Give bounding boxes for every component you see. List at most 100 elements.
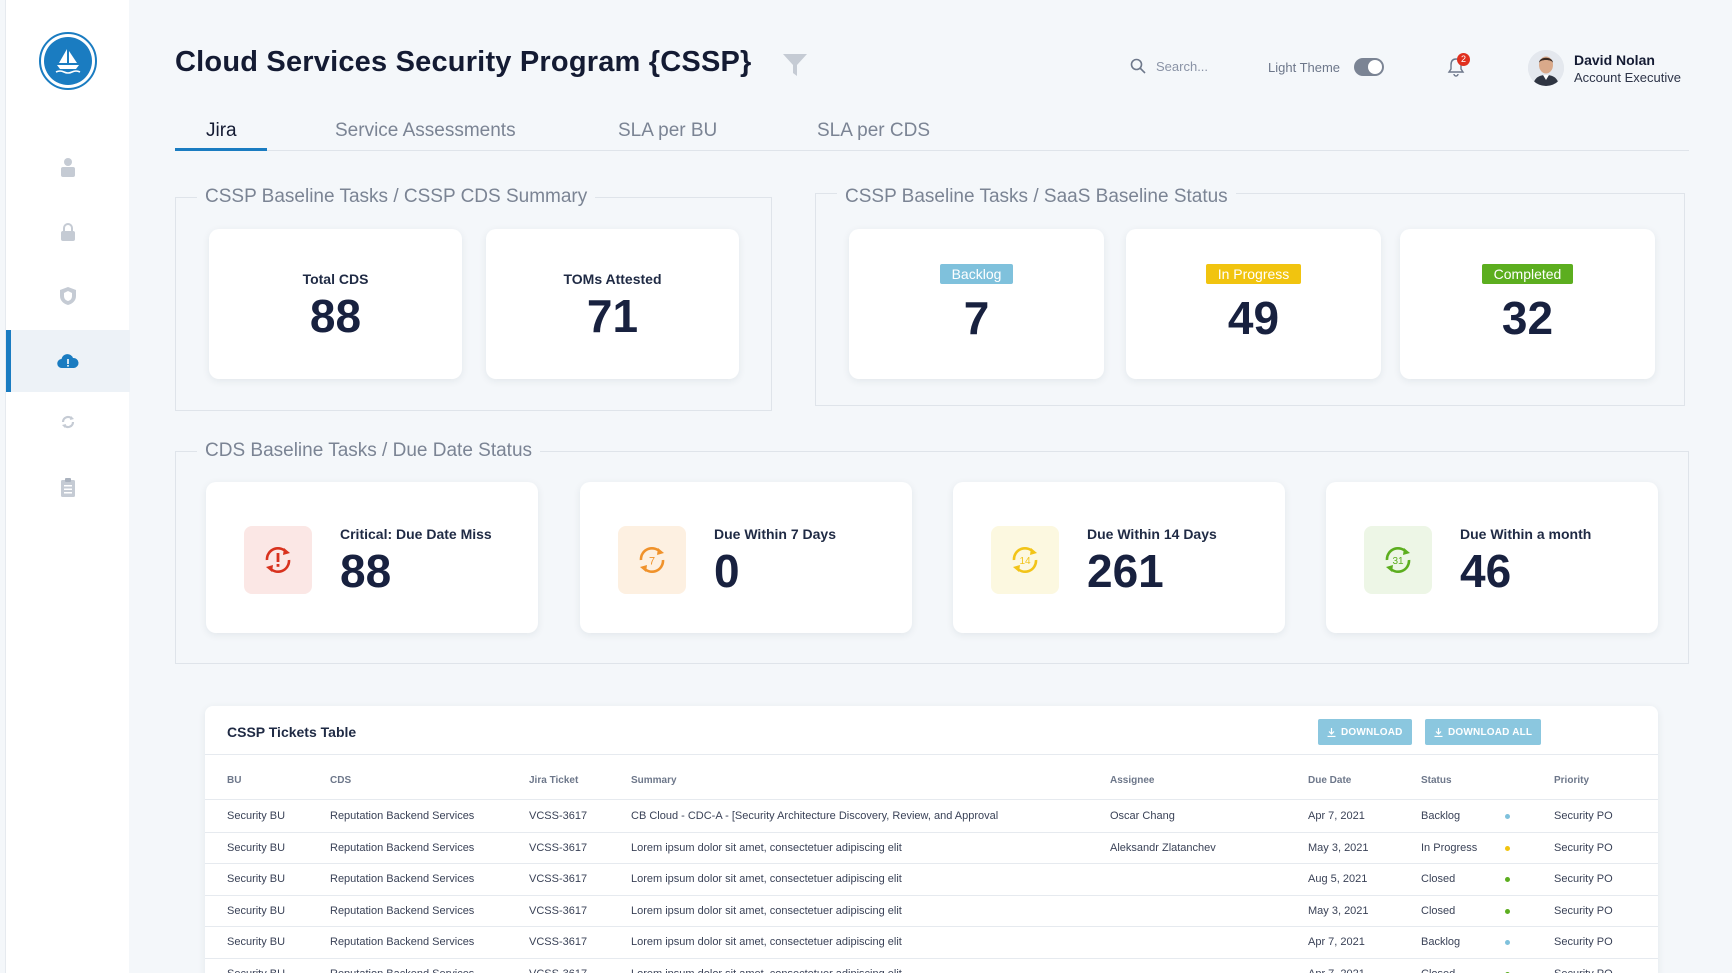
download-all-button[interactable]: DOWNLOAD ALL: [1425, 719, 1542, 745]
due-month-card[interactable]: 31 Due Within a month 46: [1326, 482, 1658, 633]
cell-bu: Security BU: [227, 841, 286, 854]
search-input[interactable]: [1156, 58, 1246, 74]
cell-cds: Reputation Backend Services: [330, 936, 475, 948]
column-header-priority[interactable]: Priority: [1554, 775, 1590, 786]
cell-status: Backlog: [1421, 810, 1461, 822]
table-row[interactable]: Security BU Reputation Backend Services VC…: [205, 927, 1658, 959]
due-14-days-card[interactable]: 14 Due Within 14 Days 261: [953, 482, 1285, 633]
sidebar-item-shield[interactable]: [6, 265, 130, 327]
lock-icon: [61, 223, 75, 241]
cell-bu: Security BU: [227, 936, 286, 948]
cell-summary: Lorem ipsum dolor sit amet, consectetuer…: [631, 841, 902, 854]
search-box[interactable]: [1130, 58, 1246, 74]
critical-due-card[interactable]: Critical: Due Date Miss 88: [206, 482, 538, 633]
cell-cds: Reputation Backend Services: [330, 873, 475, 885]
toms-attested-value: 71: [586, 290, 639, 342]
svg-text:7: 7: [649, 556, 655, 568]
sailboat-logo-icon: [44, 37, 92, 85]
cell-summary: CB Cloud - CDC-A - [Security Architectur…: [631, 810, 999, 822]
critical-due-value: 88: [340, 545, 392, 597]
completed-card[interactable]: Completed 32: [1400, 229, 1655, 379]
cell-due: Apr 7, 2021: [1308, 968, 1365, 973]
sync-icon: [61, 415, 75, 429]
notifications-button[interactable]: 2: [1447, 53, 1470, 82]
cell-bu: Security BU: [227, 904, 286, 917]
cell-ticket: VCSS-3617: [529, 936, 588, 948]
due-14-days-label: Due Within 14 Days: [1087, 526, 1217, 542]
sidebar-item-users[interactable]: [6, 136, 130, 198]
cell-ticket: VCSS-3617: [529, 810, 588, 822]
tab-sla-per-bu[interactable]: SLA per BU: [618, 120, 718, 141]
table-row[interactable]: Security BU Reputation Backend Services VC…: [205, 801, 1658, 833]
filter-icon[interactable]: [782, 52, 808, 83]
download-button[interactable]: DOWNLOAD: [1318, 719, 1412, 745]
total-cds-card[interactable]: Total CDS 88: [209, 229, 462, 379]
due-month-label: Due Within a month: [1460, 526, 1592, 542]
table-row[interactable]: Security BU Reputation Backend Services VC…: [205, 959, 1658, 973]
column-header-assignee[interactable]: Assignee: [1110, 775, 1155, 786]
total-cds-value: 88: [309, 290, 362, 342]
refresh-31-icon: 31: [1364, 526, 1432, 594]
clipboard-icon: [61, 478, 75, 497]
active-tab-indicator: [175, 148, 267, 151]
cell-assignee: Aleksandr Zlatanchev: [1110, 841, 1216, 854]
toms-attested-card[interactable]: TOMs Attested 71: [486, 229, 739, 379]
tab-jira[interactable]: Jira: [206, 120, 237, 141]
column-header-bu[interactable]: BU: [227, 775, 242, 786]
backlog-card[interactable]: Backlog 7: [849, 229, 1104, 379]
completed-value: 32: [1501, 292, 1554, 344]
cell-priority: Security PO: [1554, 904, 1613, 917]
table-row[interactable]: Security BU Reputation Backend Services VC…: [205, 896, 1658, 927]
table-row[interactable]: Security BU Reputation Backend Services VC…: [205, 833, 1658, 864]
svg-text:31: 31: [1392, 556, 1404, 567]
critical-due-label: Critical: Due Date Miss: [340, 526, 492, 542]
status-dot: [1505, 814, 1510, 819]
sidebar-item-sync[interactable]: [6, 391, 130, 453]
column-header-summary[interactable]: Summary: [631, 775, 677, 786]
theme-label: Light Theme: [1268, 59, 1341, 75]
toms-attested-label: TOMs Attested: [563, 271, 662, 287]
column-header-cds[interactable]: CDS: [330, 775, 352, 786]
page-title: Cloud Services Security Program {CSSP}: [175, 46, 752, 78]
cell-due: Aug 5, 2021: [1308, 873, 1368, 885]
due-14-days-value: 261: [1087, 545, 1164, 597]
theme-switch[interactable]: [1354, 58, 1385, 76]
column-header-status[interactable]: Status: [1421, 775, 1452, 786]
refresh-7-icon: 7: [618, 526, 686, 594]
user-role: Account Executive: [1574, 70, 1681, 85]
column-header-jira-ticket[interactable]: Jira Ticket: [529, 775, 579, 786]
cell-bu: Security BU: [227, 810, 286, 822]
download-icon: [1327, 727, 1336, 737]
cell-ticket: VCSS-3617: [529, 841, 588, 854]
sidebar-item-reports[interactable]: [6, 456, 130, 518]
cell-cds: Reputation Backend Services: [330, 841, 475, 854]
column-header-due-date[interactable]: Due Date: [1308, 775, 1352, 786]
due-date-section: CDS Baseline Tasks / Due Date Status Cri…: [175, 440, 1689, 664]
app-logo[interactable]: [39, 32, 97, 90]
avatar[interactable]: [1528, 50, 1564, 86]
in-progress-card[interactable]: In Progress 49: [1126, 229, 1381, 379]
shield-icon: [60, 287, 76, 305]
sidebar-item-security[interactable]: [6, 201, 130, 263]
table-title: CSSP Tickets Table: [227, 724, 357, 740]
cds-summary-section: CSSP Baseline Tasks / CSSP CDS Summary T…: [175, 186, 772, 411]
tab-service-assessments[interactable]: Service Assessments: [335, 120, 516, 141]
status-dot: [1505, 877, 1510, 882]
cloud-icon: [57, 354, 79, 369]
table-row[interactable]: Security BU Reputation Backend Services VC…: [205, 864, 1658, 896]
cell-status: Closed: [1421, 968, 1455, 973]
cell-priority: Security PO: [1554, 936, 1613, 948]
cell-assignee: Oscar Chang: [1110, 810, 1175, 822]
cell-priority: Security PO: [1554, 873, 1613, 885]
cell-ticket: VCSS-3617: [529, 968, 587, 973]
tab-sla-per-cds[interactable]: SLA per CDS: [817, 120, 930, 141]
search-icon: [1130, 58, 1146, 74]
cell-due: May 3, 2021: [1308, 904, 1369, 917]
due-month-value: 46: [1460, 545, 1512, 597]
backlog-badge: Backlog: [939, 264, 1014, 284]
backlog-value: 7: [963, 292, 990, 344]
status-dot: [1505, 845, 1510, 851]
cell-bu: Security BU: [227, 873, 286, 885]
due-7-days-card[interactable]: 7 Due Within 7 Days 0: [580, 482, 912, 633]
sidebar-item-cloud[interactable]: [6, 330, 130, 392]
